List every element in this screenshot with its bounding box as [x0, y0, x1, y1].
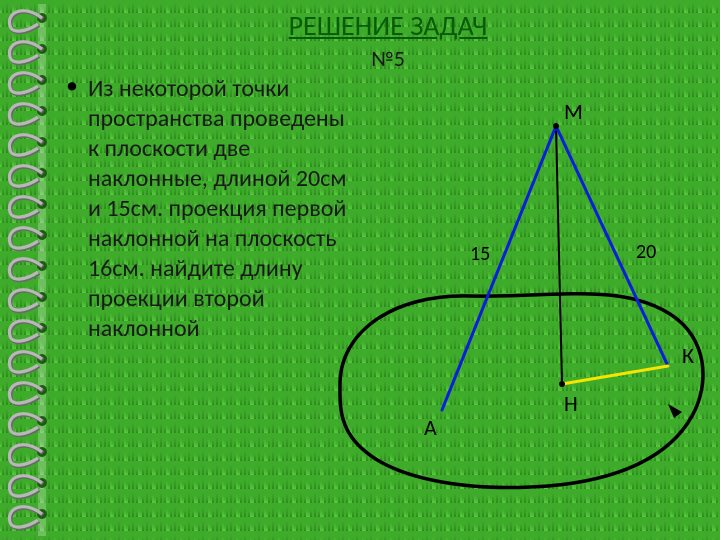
label-h: Н	[564, 390, 578, 417]
label-length-20: 20	[636, 240, 656, 264]
page-title: РЕШЕНИЕ ЗАДАЧ	[66, 8, 710, 43]
line-hk-projection	[562, 366, 668, 384]
slide: РЕШЕНИЕ ЗАДАЧ №5 • Из некоторой точки пр…	[0, 0, 720, 540]
problem-text-block: • Из некоторой точки пространства провед…	[66, 74, 356, 344]
point-m	[553, 123, 559, 129]
diagram-svg	[320, 84, 710, 514]
label-a: А	[424, 414, 437, 441]
label-m: М	[564, 98, 583, 125]
bullet-icon: •	[66, 74, 78, 344]
line-ma-oblique	[442, 126, 556, 410]
label-length-15: 15	[470, 242, 490, 266]
problem-text: Из некоторой точки пространства проведен…	[88, 74, 356, 344]
label-k: К	[682, 342, 694, 369]
point-h	[559, 381, 565, 387]
geometry-diagram: М Н А К 15 20	[320, 84, 710, 514]
line-mh-perpendicular	[556, 126, 562, 384]
spiral-binding	[4, 4, 62, 536]
problem-number: №5	[66, 45, 710, 72]
arrow-k	[668, 404, 682, 418]
